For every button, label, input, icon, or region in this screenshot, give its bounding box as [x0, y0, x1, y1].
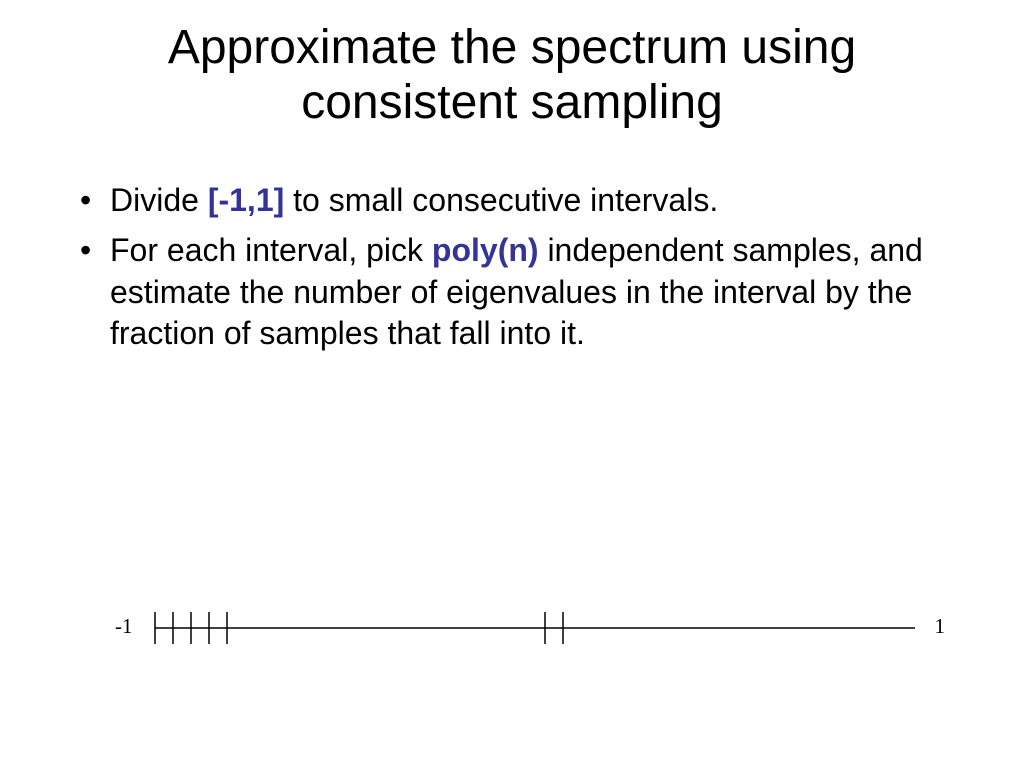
axis-label-left: -1 — [115, 614, 133, 639]
bullet-text-pre: Divide — [110, 182, 208, 218]
slide-title: Approximate the spectrum using consisten… — [60, 20, 964, 130]
number-line-svg — [125, 608, 935, 648]
slide: Approximate the spectrum using consisten… — [0, 0, 1024, 768]
bullet-item: For each interval, pick poly(n) independ… — [80, 230, 964, 355]
bullet-item: Divide [-1,1] to small consecutive inter… — [80, 180, 964, 222]
axis-label-right: 1 — [935, 614, 946, 639]
bullet-highlight: poly(n) — [432, 232, 539, 268]
bullet-text-post: to small consecutive intervals. — [284, 182, 718, 218]
bullet-highlight: [-1,1] — [208, 182, 284, 218]
bullet-list: Divide [-1,1] to small consecutive inter… — [60, 180, 964, 354]
bullet-text-pre: For each interval, pick — [110, 232, 432, 268]
number-line-diagram: -1 1 — [125, 608, 935, 648]
